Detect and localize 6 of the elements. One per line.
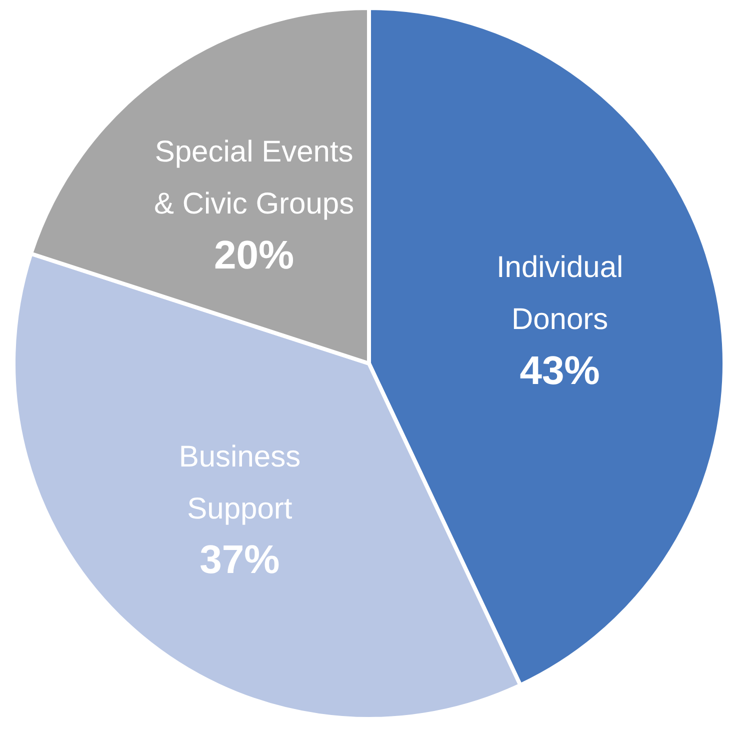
slice-label: Special Events & Civic Groups [154,136,354,221]
slice-label: Business Support [178,440,301,526]
data-label: 37% [200,538,280,582]
data-label: 43% [520,348,600,393]
data-label: 20% [214,233,294,278]
slice-label: Individual Donors [496,251,624,336]
